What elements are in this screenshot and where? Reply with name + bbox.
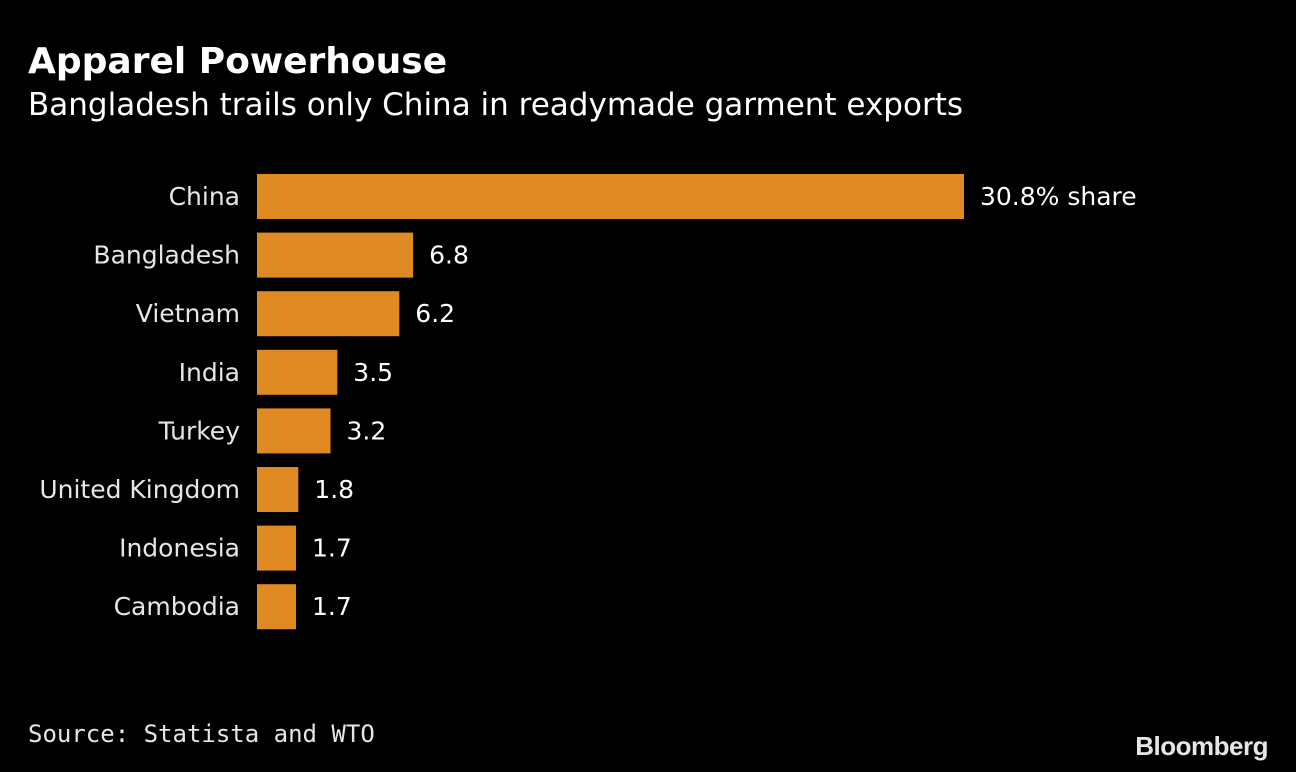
bar [257,408,331,454]
category-label: China [169,182,240,211]
data-label: 3.2 [347,416,387,445]
category-label: India [179,358,240,387]
bar [257,174,964,219]
bloomberg-logo: Bloomberg [1135,731,1268,761]
data-label: 1.8 [314,475,354,504]
bar [257,232,414,278]
chart-title: Apparel Powerhouse [28,41,448,82]
category-label: Bangladesh [93,241,240,270]
category-label: Vietnam [136,299,240,328]
data-label: 30.8% share [980,182,1137,211]
data-label: 1.7 [312,534,352,563]
chart-subtitle: Bangladesh trails only China in readymad… [28,87,963,123]
category-label: United Kingdom [39,475,240,504]
category-label: Turkey [158,416,241,445]
data-label: 3.5 [353,358,393,387]
source-note: Source: Statista and WTO [28,720,375,748]
bar [257,349,338,395]
bar [257,584,296,630]
data-label: 1.7 [312,592,352,621]
category-label: Cambodia [114,592,240,621]
bar [257,525,296,571]
data-label: 6.8 [429,241,469,270]
bar [257,467,299,512]
data-label: 6.2 [415,299,455,328]
bar [257,291,400,337]
category-label: Indonesia [119,534,240,563]
